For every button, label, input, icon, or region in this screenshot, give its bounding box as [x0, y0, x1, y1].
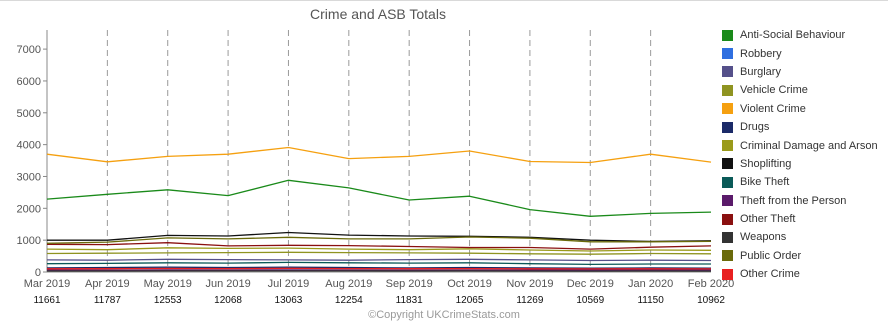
y-tick-label: 2000 — [17, 203, 41, 215]
legend-swatch — [722, 231, 733, 243]
x-tick-label: Sep 2019 — [386, 278, 433, 290]
legend-item[interactable]: Criminal Damage and Arson — [722, 136, 888, 154]
x-tick-label: Aug 2019 — [325, 278, 372, 290]
legend-swatch — [722, 121, 733, 133]
month-total: 12068 — [214, 295, 242, 306]
legend-item[interactable]: Theft from the Person — [722, 192, 888, 210]
x-tick-label: Jan 2020 — [628, 278, 673, 290]
legend-label: Other Crime — [740, 268, 800, 281]
legend-item[interactable]: Other Theft — [722, 210, 888, 228]
legend-item[interactable]: Public Order — [722, 247, 888, 265]
legend: Anti-Social Behaviour Robbery Burglary Vehi… — [722, 26, 888, 283]
x-tick-label: Oct 2019 — [447, 278, 492, 290]
series-line — [46, 261, 711, 266]
legend-swatch — [722, 140, 733, 152]
y-tick-label: 7000 — [17, 44, 41, 56]
legend-item[interactable]: Bike Theft — [722, 173, 888, 191]
y-axis: 0 1000 2000 3000 4000 5000 6000 7000 — [17, 30, 711, 279]
legend-label: Criminal Damage and Arson — [740, 139, 878, 152]
x-tick-label: Apr 2019 — [85, 278, 130, 290]
legend-label: Robbery — [740, 47, 782, 60]
x-tick-label: Mar 2019 — [24, 278, 70, 290]
legend-label: Bike Theft — [740, 176, 790, 189]
month-total: 12553 — [154, 295, 182, 306]
x-tick-label: Jul 2019 — [268, 278, 310, 290]
monthly-totals: 11661 11787 12553 12068 13063 12254 11831 12065… — [33, 295, 725, 306]
x-tick-label: Dec 2019 — [567, 278, 614, 290]
x-tick-label: Feb 2020 — [688, 278, 734, 290]
legend-label: Vehicle Crime — [740, 84, 808, 97]
series-line — [46, 179, 712, 217]
y-tick-label: 5000 — [17, 108, 41, 120]
legend-label: Burglary — [740, 65, 781, 78]
legend-item[interactable]: Other Crime — [722, 265, 888, 283]
series-line — [46, 266, 712, 269]
legend-label: Anti-Social Behaviour — [740, 29, 846, 42]
legend-item[interactable]: Drugs — [722, 118, 888, 136]
month-total: 12065 — [456, 295, 484, 306]
legend-swatch — [722, 66, 733, 78]
legend-item[interactable]: Anti-Social Behaviour — [722, 26, 888, 44]
y-tick-label: 6000 — [17, 76, 41, 88]
legend-swatch — [722, 176, 733, 188]
x-tick-label: Nov 2019 — [506, 278, 553, 290]
series-line — [46, 236, 712, 244]
legend-label: Theft from the Person — [740, 194, 847, 207]
series-lines — [46, 146, 712, 272]
y-tick-label: 3000 — [17, 171, 41, 183]
top-divider — [0, 0, 888, 1]
legend-item[interactable]: Shoplifting — [722, 155, 888, 173]
y-tick-label: 4000 — [17, 140, 41, 152]
series-line — [47, 231, 712, 243]
legend-label: Public Order — [740, 249, 802, 262]
legend-swatch — [722, 29, 733, 41]
month-total: 12254 — [335, 295, 363, 306]
legend-item[interactable]: Burglary — [722, 63, 888, 81]
y-tick-label: 1000 — [17, 235, 41, 247]
chart-title: Crime and ASB Totals — [310, 6, 446, 22]
series-line — [46, 258, 712, 262]
month-total: 13063 — [275, 295, 303, 306]
legend-swatch — [722, 195, 733, 207]
x-axis: Mar 2019 Apr 2019 May 2019 Jun 2019 Jul 2019… — [24, 278, 734, 290]
legend-swatch — [722, 250, 733, 262]
legend-item[interactable]: Weapons — [722, 228, 888, 246]
legend-swatch — [722, 158, 733, 170]
legend-item[interactable]: Vehicle Crime — [722, 81, 888, 99]
legend-item[interactable]: Violent Crime — [722, 100, 888, 118]
copyright-text: ©Copyright UKCrimeStats.com — [368, 309, 520, 321]
month-total: 11150 — [637, 295, 664, 306]
month-total: 11269 — [516, 295, 544, 306]
legend-swatch — [722, 213, 733, 225]
series-line — [46, 251, 712, 255]
legend-label: Violent Crime — [740, 102, 806, 115]
month-total: 11831 — [396, 295, 424, 306]
month-total: 10569 — [576, 295, 604, 306]
month-total: 11661 — [33, 295, 61, 306]
legend-label: Other Theft — [740, 213, 796, 226]
legend-swatch — [722, 84, 733, 96]
month-total: 10962 — [697, 295, 725, 306]
legend-label: Shoplifting — [740, 157, 792, 170]
series-line — [46, 146, 712, 164]
legend-label: Weapons — [740, 231, 787, 244]
legend-swatch — [722, 48, 733, 60]
x-tick-label: May 2019 — [144, 278, 192, 290]
legend-label: Drugs — [740, 121, 770, 134]
legend-swatch — [722, 268, 733, 280]
x-tick-label: Jun 2019 — [205, 278, 250, 290]
month-total: 11787 — [94, 295, 122, 306]
series-line — [46, 267, 712, 270]
legend-swatch — [722, 103, 733, 115]
legend-item[interactable]: Robbery — [722, 44, 888, 62]
series-line — [46, 247, 712, 252]
series-line — [46, 242, 712, 250]
y-tick-label: 0 — [35, 267, 41, 279]
